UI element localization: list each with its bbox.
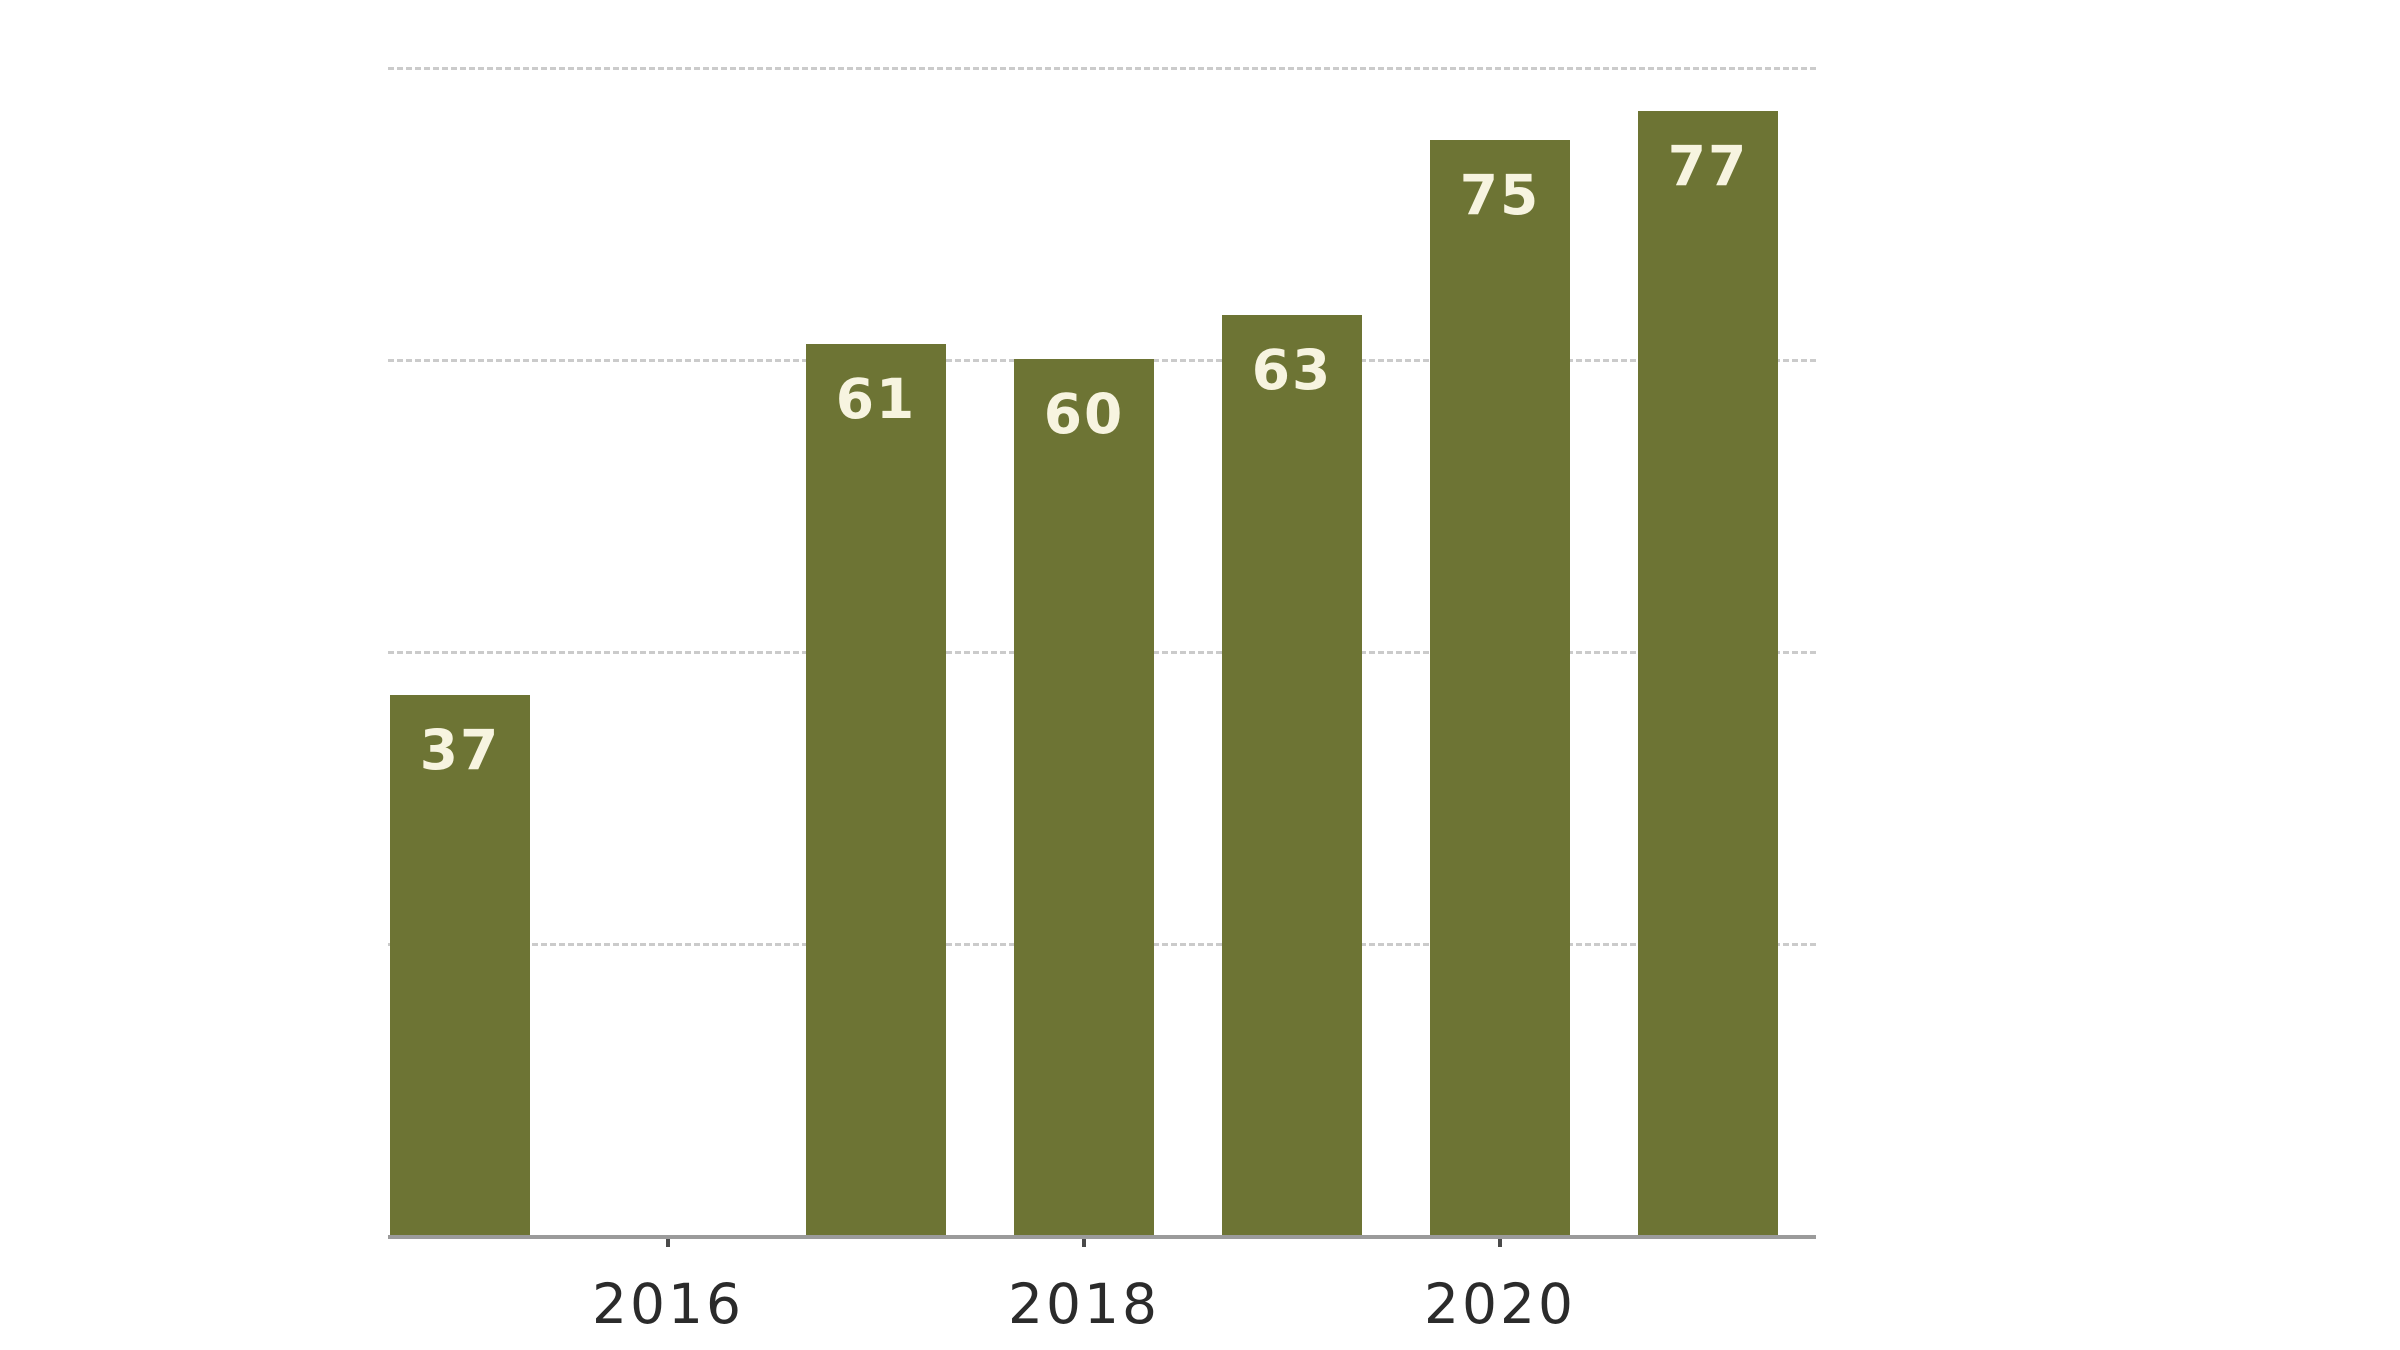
bar-2018: 60 [1014,359,1154,1235]
bar-2021: 77 [1638,111,1778,1235]
bar-2017: 61 [806,344,946,1235]
bar-value-label: 77 [1667,134,1749,198]
x-axis-label-2016: 2016 [592,1272,744,1336]
x-axis-label-2020: 2020 [1424,1272,1576,1336]
x-axis-line [388,1235,1816,1239]
bar-value-label: 37 [419,718,501,782]
x-axis-tick [1082,1239,1086,1247]
gridline-80 [388,67,1816,70]
bar-2015: 37 [390,695,530,1235]
x-axis-tick [1498,1239,1502,1247]
x-axis-label-2018: 2018 [1008,1272,1160,1336]
bar-value-label: 61 [835,367,917,431]
bar-value-label: 75 [1459,163,1541,227]
x-axis-tick [666,1239,670,1247]
bar-2019: 63 [1222,315,1362,1235]
bar-value-label: 60 [1043,382,1125,446]
bar-value-label: 63 [1251,338,1333,402]
bar-2020: 75 [1430,140,1570,1235]
